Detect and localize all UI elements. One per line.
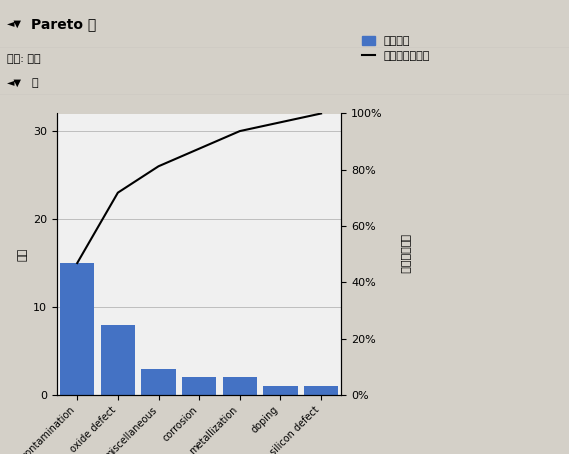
Text: 频数: 数量: 频数: 数量 (7, 54, 40, 64)
Text: 图: 图 (31, 78, 38, 88)
Bar (60, 263, 94, 395)
Bar (182, 377, 216, 395)
Bar (263, 386, 298, 395)
Bar (222, 377, 257, 395)
Legend: 全部原因, 累积百分比曲线: 全部原因, 累积百分比曲线 (358, 33, 434, 64)
Text: Pareto 图: Pareto 图 (31, 17, 97, 31)
Y-axis label: 计数: 计数 (18, 247, 27, 261)
Bar (304, 386, 339, 395)
Text: ◄▼: ◄▼ (7, 78, 22, 88)
Y-axis label: 累积百分比率: 累积百分比率 (399, 234, 410, 274)
Text: ◄▼: ◄▼ (7, 19, 22, 29)
Bar (101, 325, 135, 395)
Bar (141, 369, 176, 395)
